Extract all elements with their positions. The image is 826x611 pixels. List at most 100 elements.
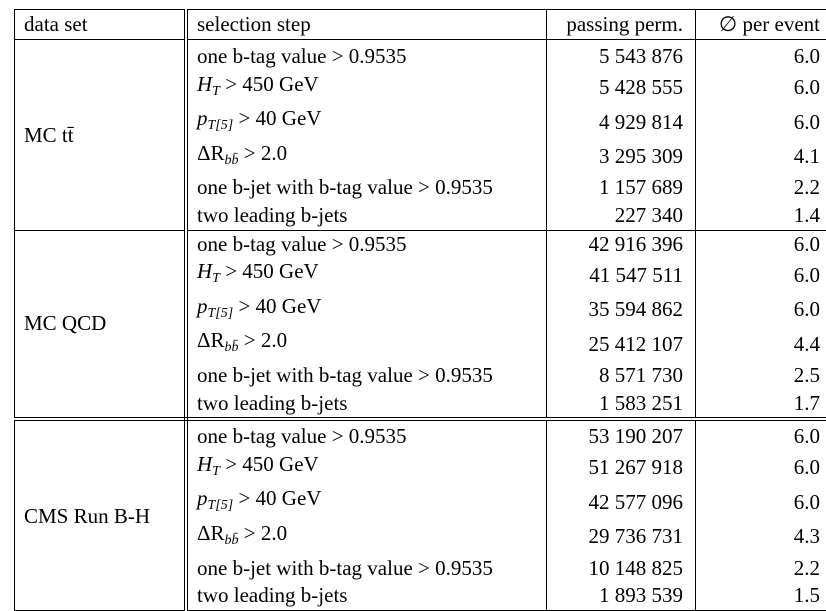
- step-delta-r: ΔRbb̄ > 2.0: [197, 521, 287, 545]
- pt-rest: > 40 GeV: [233, 294, 321, 318]
- step-ht: HT > 450 GeV: [197, 72, 319, 96]
- header-per-event: ∅ per event: [696, 10, 826, 40]
- ht-sub: T: [212, 271, 220, 286]
- pt-var: p: [197, 106, 208, 130]
- per-event-cell: 1.4: [696, 202, 826, 230]
- step-bjet: one b-jet with b-tag value > 0.9535: [197, 363, 493, 387]
- header-selection-step: selection step: [186, 10, 547, 40]
- per-event-cell: 4.4: [696, 327, 826, 362]
- pt-var: p: [197, 486, 208, 510]
- pt-sub: T[5]: [208, 306, 234, 321]
- step-btag: one b-tag value > 0.9535: [197, 44, 407, 68]
- step-ht: HT > 450 GeV: [197, 259, 319, 283]
- ht-rest: > 450 GeV: [220, 72, 319, 96]
- step-bjet: one b-jet with b-tag value > 0.9535: [197, 556, 493, 580]
- header-passing-perm: passing perm.: [547, 10, 696, 40]
- per-event-cell: 6.0: [696, 258, 826, 293]
- passing-perm-cell: 29 736 731: [547, 520, 696, 555]
- header-data-set: data set: [15, 10, 187, 40]
- dr-rest: > 2.0: [239, 521, 288, 545]
- passing-perm-cell: 4 929 814: [547, 105, 696, 140]
- passing-perm-cell: 42 577 096: [547, 485, 696, 520]
- ht-rest: > 450 GeV: [220, 259, 319, 283]
- data-set-label: CMS Run B-H: [15, 419, 187, 610]
- passing-perm-cell: 8 571 730: [547, 362, 696, 390]
- step-delta-r: ΔRbb̄ > 2.0: [197, 328, 287, 352]
- step-pt: pT[5] > 40 GeV: [197, 486, 321, 510]
- step-leading: two leading b-jets: [197, 391, 347, 415]
- selection-table-container: data set selection step passing perm. ∅ …: [14, 9, 813, 611]
- selection-step-cell: HT > 450 GeV: [186, 451, 547, 486]
- per-event-cell: 1.5: [696, 582, 826, 610]
- dr-sub: bb̄: [225, 340, 239, 355]
- selection-step-cell: two leading b-jets: [186, 582, 547, 610]
- per-event-cell: 6.0: [696, 419, 826, 451]
- passing-perm-cell: 41 547 511: [547, 258, 696, 293]
- per-event-cell: 4.1: [696, 140, 826, 175]
- dr-sub: bb̄: [225, 153, 239, 168]
- ht-var: H: [197, 72, 212, 96]
- selection-step-cell: pT[5] > 40 GeV: [186, 293, 547, 328]
- passing-perm-cell: 3 295 309: [547, 140, 696, 175]
- ht-sub: T: [212, 84, 220, 99]
- dr-var: ΔR: [197, 141, 225, 165]
- pt-sub: T[5]: [208, 118, 234, 133]
- dr-rest: > 2.0: [239, 328, 288, 352]
- step-btag: one b-tag value > 0.9535: [197, 232, 407, 256]
- selection-step-cell: one b-tag value > 0.9535: [186, 40, 547, 71]
- passing-perm-cell: 5 543 876: [547, 40, 696, 71]
- passing-perm-cell: 1 157 689: [547, 174, 696, 202]
- passing-perm-cell: 42 916 396: [547, 230, 696, 258]
- passing-perm-cell: 1 893 539: [547, 582, 696, 610]
- passing-perm-cell: 227 340: [547, 202, 696, 230]
- passing-perm-cell: 5 428 555: [547, 71, 696, 106]
- selection-step-cell: HT > 450 GeV: [186, 258, 547, 293]
- selection-step-cell: pT[5] > 40 GeV: [186, 105, 547, 140]
- selection-step-cell: two leading b-jets: [186, 202, 547, 230]
- selection-table: data set selection step passing perm. ∅ …: [14, 9, 826, 611]
- per-event-cell: 2.2: [696, 555, 826, 583]
- per-event-cell: 2.2: [696, 174, 826, 202]
- per-event-cell: 6.0: [696, 71, 826, 106]
- ht-var: H: [197, 259, 212, 283]
- selection-step-cell: one b-tag value > 0.9535: [186, 419, 547, 451]
- ht-var: H: [197, 452, 212, 476]
- dr-var: ΔR: [197, 521, 225, 545]
- per-event-cell: 6.0: [696, 105, 826, 140]
- per-event-cell: 2.5: [696, 362, 826, 390]
- ht-rest: > 450 GeV: [220, 452, 319, 476]
- data-set-label: MC tt̄: [15, 40, 187, 231]
- passing-perm-cell: 1 583 251: [547, 390, 696, 420]
- step-btag: one b-tag value > 0.9535: [197, 424, 407, 448]
- per-event-cell: 6.0: [696, 451, 826, 486]
- passing-perm-cell: 51 267 918: [547, 451, 696, 486]
- selection-step-cell: ΔRbb̄ > 2.0: [186, 520, 547, 555]
- selection-step-cell: two leading b-jets: [186, 390, 547, 420]
- selection-step-cell: one b-jet with b-tag value > 0.9535: [186, 555, 547, 583]
- ht-sub: T: [212, 464, 220, 479]
- selection-step-cell: HT > 450 GeV: [186, 71, 547, 106]
- step-delta-r: ΔRbb̄ > 2.0: [197, 141, 287, 165]
- pt-rest: > 40 GeV: [233, 106, 321, 130]
- data-set-label: MC QCD: [15, 230, 187, 419]
- per-event-cell: 6.0: [696, 293, 826, 328]
- per-event-cell: 6.0: [696, 230, 826, 258]
- step-pt: pT[5] > 40 GeV: [197, 294, 321, 318]
- passing-perm-cell: 25 412 107: [547, 327, 696, 362]
- header-row: data set selection step passing perm. ∅ …: [15, 10, 826, 40]
- per-event-cell: 6.0: [696, 485, 826, 520]
- selection-step-cell: ΔRbb̄ > 2.0: [186, 140, 547, 175]
- step-leading: two leading b-jets: [197, 203, 347, 227]
- per-event-cell: 4.3: [696, 520, 826, 555]
- pt-var: p: [197, 294, 208, 318]
- dr-rest: > 2.0: [239, 141, 288, 165]
- step-leading: two leading b-jets: [197, 583, 347, 607]
- group-mc-qcd: MC QCD one b-tag value > 0.9535 42 916 396…: [15, 230, 826, 419]
- selection-step-cell: one b-tag value > 0.9535: [186, 230, 547, 258]
- selection-step-cell: one b-jet with b-tag value > 0.9535: [186, 174, 547, 202]
